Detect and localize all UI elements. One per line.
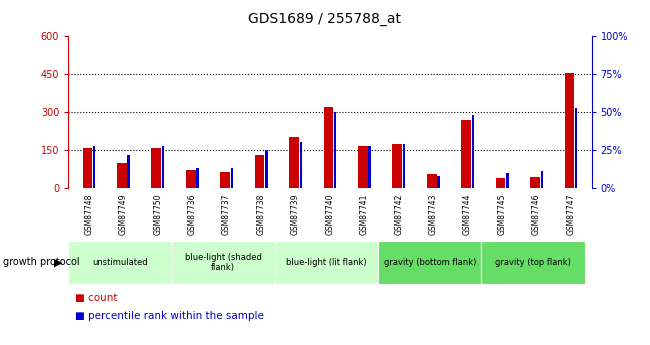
Text: GDS1689 / 255788_at: GDS1689 / 255788_at — [248, 12, 402, 26]
Bar — [186, 170, 196, 188]
Text: GSM87749: GSM87749 — [119, 193, 128, 235]
Bar — [220, 171, 230, 188]
Text: GSM87736: GSM87736 — [188, 193, 197, 235]
Text: GSM87741: GSM87741 — [360, 193, 369, 235]
Text: gravity (top flank): gravity (top flank) — [495, 258, 571, 267]
Bar — [289, 137, 299, 188]
Bar — [68, 241, 172, 284]
Text: gravity (bottom flank): gravity (bottom flank) — [384, 258, 476, 267]
Text: GSM87739: GSM87739 — [291, 193, 300, 235]
Text: ■ percentile rank within the sample: ■ percentile rank within the sample — [75, 311, 264, 321]
Bar — [530, 177, 540, 188]
Bar — [162, 146, 164, 188]
Bar — [300, 142, 302, 188]
Bar — [541, 171, 543, 188]
Bar — [437, 176, 439, 188]
Bar — [403, 144, 405, 188]
Bar — [275, 241, 378, 284]
Bar — [427, 174, 437, 188]
Bar — [575, 108, 577, 188]
Bar — [565, 73, 574, 188]
Bar — [231, 168, 233, 188]
Text: GSM87737: GSM87737 — [222, 193, 231, 235]
Bar — [462, 120, 471, 188]
Bar — [265, 150, 268, 188]
Bar — [506, 173, 508, 188]
Bar — [117, 163, 127, 188]
Text: growth protocol: growth protocol — [3, 257, 80, 267]
Text: GSM87747: GSM87747 — [566, 193, 575, 235]
Text: GSM87740: GSM87740 — [326, 193, 334, 235]
Text: GSM87743: GSM87743 — [428, 193, 437, 235]
Bar — [472, 115, 474, 188]
Bar — [324, 107, 333, 188]
Bar — [196, 168, 199, 188]
Text: GSM87746: GSM87746 — [532, 193, 541, 235]
Bar — [393, 144, 402, 188]
Bar — [482, 241, 584, 284]
Text: blue-light (shaded
flank): blue-light (shaded flank) — [185, 253, 261, 272]
Bar — [358, 146, 368, 188]
Text: ▶: ▶ — [54, 257, 62, 267]
Bar — [255, 155, 265, 188]
Bar — [378, 241, 482, 284]
Text: GSM87742: GSM87742 — [394, 193, 403, 235]
Text: GSM87744: GSM87744 — [463, 193, 472, 235]
Text: ■ count: ■ count — [75, 294, 117, 303]
Text: GSM87738: GSM87738 — [257, 193, 266, 235]
Text: unstimulated: unstimulated — [92, 258, 148, 267]
Text: GSM87750: GSM87750 — [153, 193, 162, 235]
Bar — [151, 148, 161, 188]
Bar — [172, 241, 275, 284]
Bar — [496, 178, 505, 188]
Text: GSM87748: GSM87748 — [84, 193, 94, 235]
Bar — [93, 146, 96, 188]
Bar — [334, 112, 337, 188]
Bar — [369, 146, 370, 188]
Bar — [127, 155, 130, 188]
Bar — [83, 148, 92, 188]
Text: GSM87745: GSM87745 — [497, 193, 506, 235]
Text: blue-light (lit flank): blue-light (lit flank) — [286, 258, 367, 267]
